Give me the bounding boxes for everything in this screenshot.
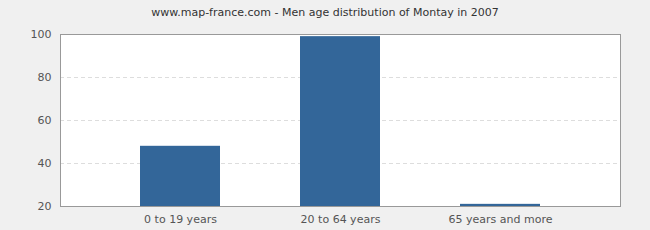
svg-text:0 to 19 years: 0 to 19 years (144, 213, 217, 226)
svg-text:40: 40 (38, 157, 52, 170)
svg-text:20 to 64 years: 20 to 64 years (301, 213, 381, 226)
svg-text:60: 60 (38, 114, 52, 127)
svg-text:65 years and more: 65 years and more (449, 213, 553, 226)
svg-text:80: 80 (38, 71, 52, 84)
svg-text:20: 20 (38, 200, 52, 213)
html-text:www.map-france.com - Men age d: www.map-france.com - Men age distributio… (151, 6, 499, 19)
svg-text:100: 100 (31, 28, 52, 41)
